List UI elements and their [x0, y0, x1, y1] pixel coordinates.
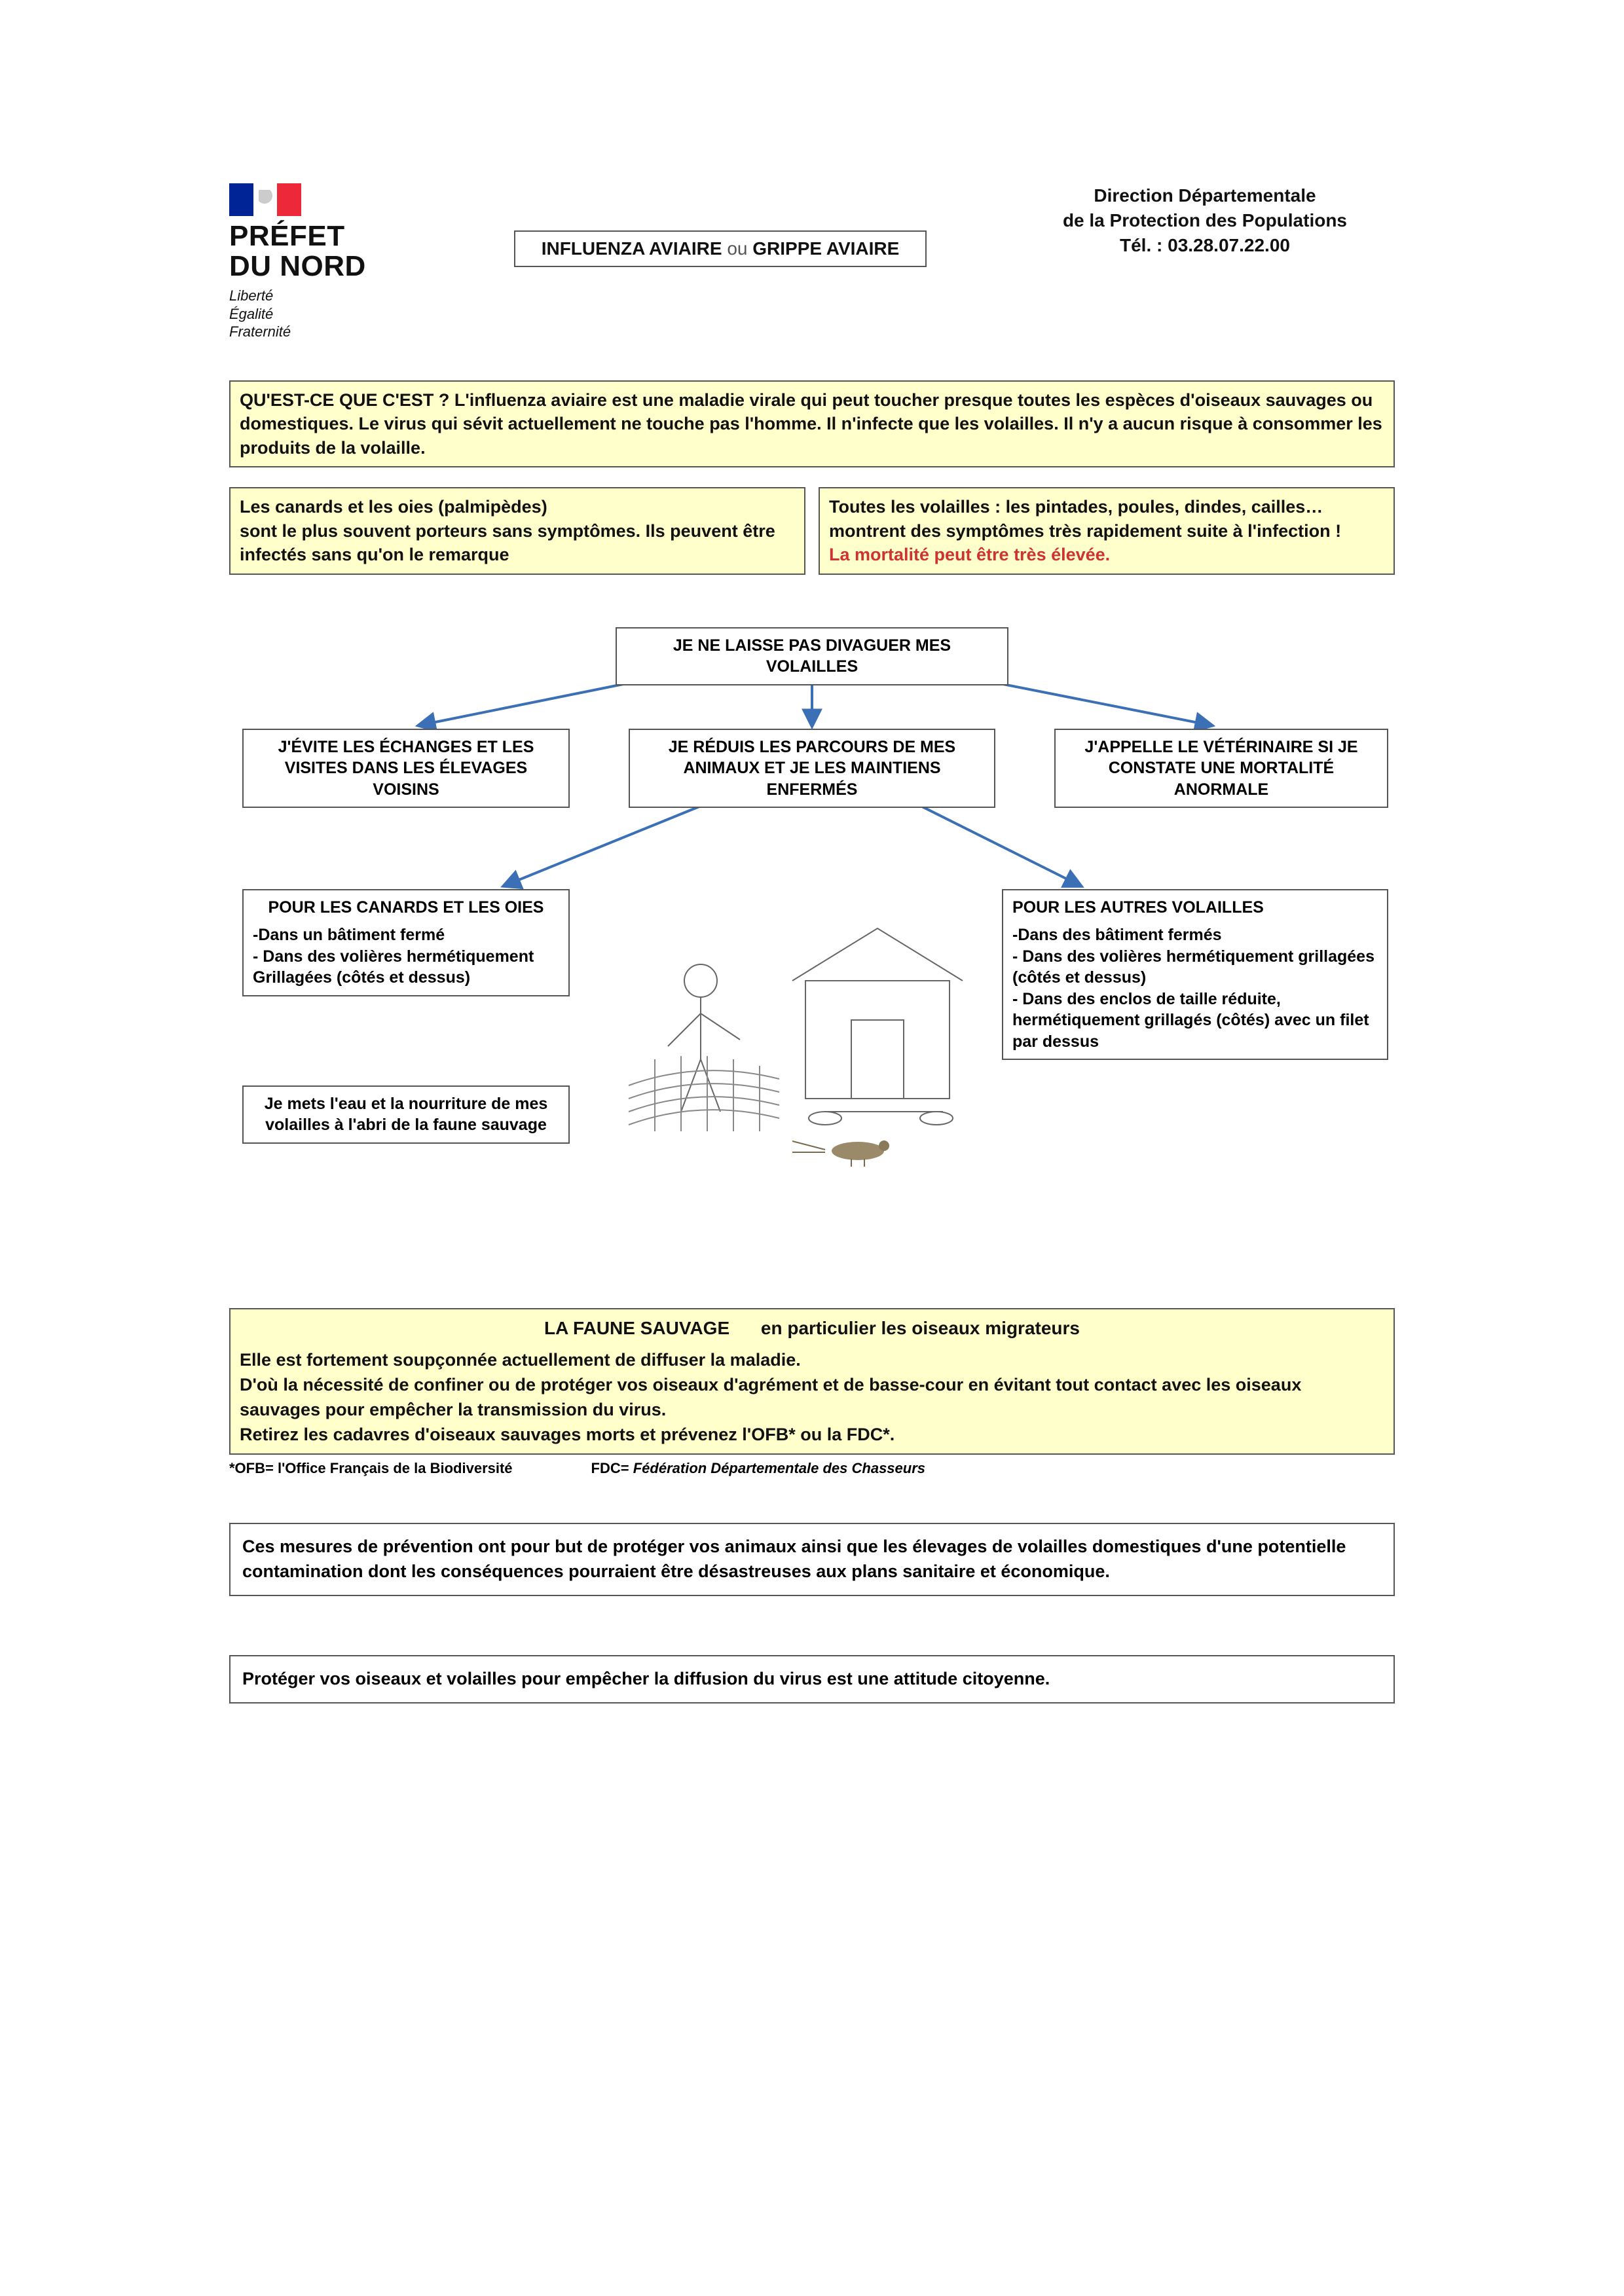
footnote-fdc-value: Fédération Départementale des Chasseurs [633, 1460, 925, 1476]
ducks-geese-body: sont le plus souvent porteurs sans sympt… [240, 519, 795, 567]
flow-top-box: JE NE LAISSE PAS DIVAGUER MES VOLAILLES [616, 627, 1008, 685]
all-poultry-title: Toutes les volailles : [829, 497, 1001, 517]
footnote-fdc: FDC= Fédération Départementale des Chass… [591, 1460, 925, 1477]
title-ou: ou [727, 238, 747, 259]
all-poultry-box: Toutes les volailles : les pintades, pou… [819, 487, 1395, 574]
flow-mid-box: JE RÉDUIS LES PARCOURS DE MES ANIMAUX ET… [629, 729, 995, 809]
french-flag-icon [229, 183, 301, 216]
ddpp-tel: Tél. : 03.28.07.22.00 [1015, 233, 1395, 258]
intro-box: QU'EST-CE QUE C'EST ? L'influenza aviair… [229, 380, 1395, 467]
ddpp-line1: Direction Départementale [1015, 183, 1395, 208]
all-poultry-list: les pintades, poules, dindes, cailles… [1006, 497, 1323, 517]
ddpp-line2: de la Protection des Populations [1015, 208, 1395, 233]
footnote-row: *OFB= l'Office Français de la Biodiversi… [229, 1460, 1395, 1477]
wild-fauna-title: LA FAUNE SAUVAGE [544, 1318, 729, 1338]
title-right: GRIPPE AVIAIRE [752, 238, 899, 259]
title-left: INFLUENZA AVIAIRE [542, 238, 722, 259]
ddpp-block: Direction Départementale de la Protectio… [1015, 183, 1395, 257]
other-poultry-body: -Dans des bâtiment fermés - Dans des vol… [1012, 924, 1378, 1052]
intro-question: QU'EST-CE QUE C'EST ? [240, 390, 449, 410]
footnote-fdc-label: FDC= [591, 1460, 629, 1476]
all-poultry-mortality: La mortalité peut être très élevée. [829, 545, 1110, 564]
wild-fauna-subtitle: en particulier les oiseaux migrateurs [761, 1318, 1080, 1338]
ducks-geese-box: Les canards et les oies (palmipèdes) son… [229, 487, 805, 574]
coop-illustration-icon [622, 889, 982, 1171]
ducks-instruction-title: POUR LES CANARDS ET LES OIES [253, 897, 559, 919]
ducks-instruction-body: -Dans un bâtiment fermé - Dans des voliè… [253, 924, 559, 989]
footnote-ofb: *OFB= l'Office Français de la Biodiversi… [229, 1460, 513, 1477]
wild-fauna-body: Elle est fortement soupçonnée actuelleme… [240, 1348, 1384, 1447]
header: PRÉFET DU NORD Liberté Égalité Fraternit… [229, 183, 1395, 341]
wild-fauna-title-row: LA FAUNE SAUVAGE en particulier les oise… [240, 1316, 1384, 1341]
wild-fauna-box: LA FAUNE SAUVAGE en particulier les oise… [229, 1308, 1395, 1455]
citizen-box: Protéger vos oiseaux et volailles pour e… [229, 1655, 1395, 1704]
motto-line1: Liberté [229, 287, 273, 304]
flow-diagram: JE NE LAISSE PAS DIVAGUER MES VOLAILLES … [229, 627, 1395, 1269]
flow-left-box: J'ÉVITE LES ÉCHANGES ET LES VISITES DANS… [242, 729, 570, 809]
ducks-instruction-box: POUR LES CANARDS ET LES OIES -Dans un bâ… [242, 889, 570, 996]
water-food-box: Je mets l'eau et la nourriture de mes vo… [242, 1085, 570, 1144]
prefet-logo-block: PRÉFET DU NORD Liberté Égalité Fraternit… [229, 183, 426, 341]
motto-line2: Égalité [229, 306, 273, 322]
prefet-title: PRÉFET DU NORD [229, 221, 426, 282]
motto: Liberté Égalité Fraternité [229, 287, 426, 341]
prevention-box: Ces mesures de prévention ont pour but d… [229, 1523, 1395, 1596]
species-info-row: Les canards et les oies (palmipèdes) son… [229, 487, 1395, 574]
ducks-geese-title: Les canards et les oies (palmipèdes) [240, 495, 795, 519]
all-poultry-body: montrent des symptômes très rapidement s… [829, 521, 1341, 541]
document-title: INFLUENZA AVIAIRE ou GRIPPE AVIAIRE [514, 230, 927, 267]
other-poultry-box: POUR LES AUTRES VOLAILLES -Dans des bâti… [1002, 889, 1388, 1061]
other-poultry-title: POUR LES AUTRES VOLAILLES [1012, 897, 1378, 919]
page: PRÉFET DU NORD Liberté Égalité Fraternit… [0, 0, 1624, 2296]
prefet-line1: PRÉFET [229, 220, 345, 252]
flow-right-box: J'APPELLE LE VÉTÉRINAIRE SI JE CONSTATE … [1054, 729, 1388, 809]
prefet-line2: DU NORD [229, 250, 366, 282]
motto-line3: Fraternité [229, 323, 291, 340]
